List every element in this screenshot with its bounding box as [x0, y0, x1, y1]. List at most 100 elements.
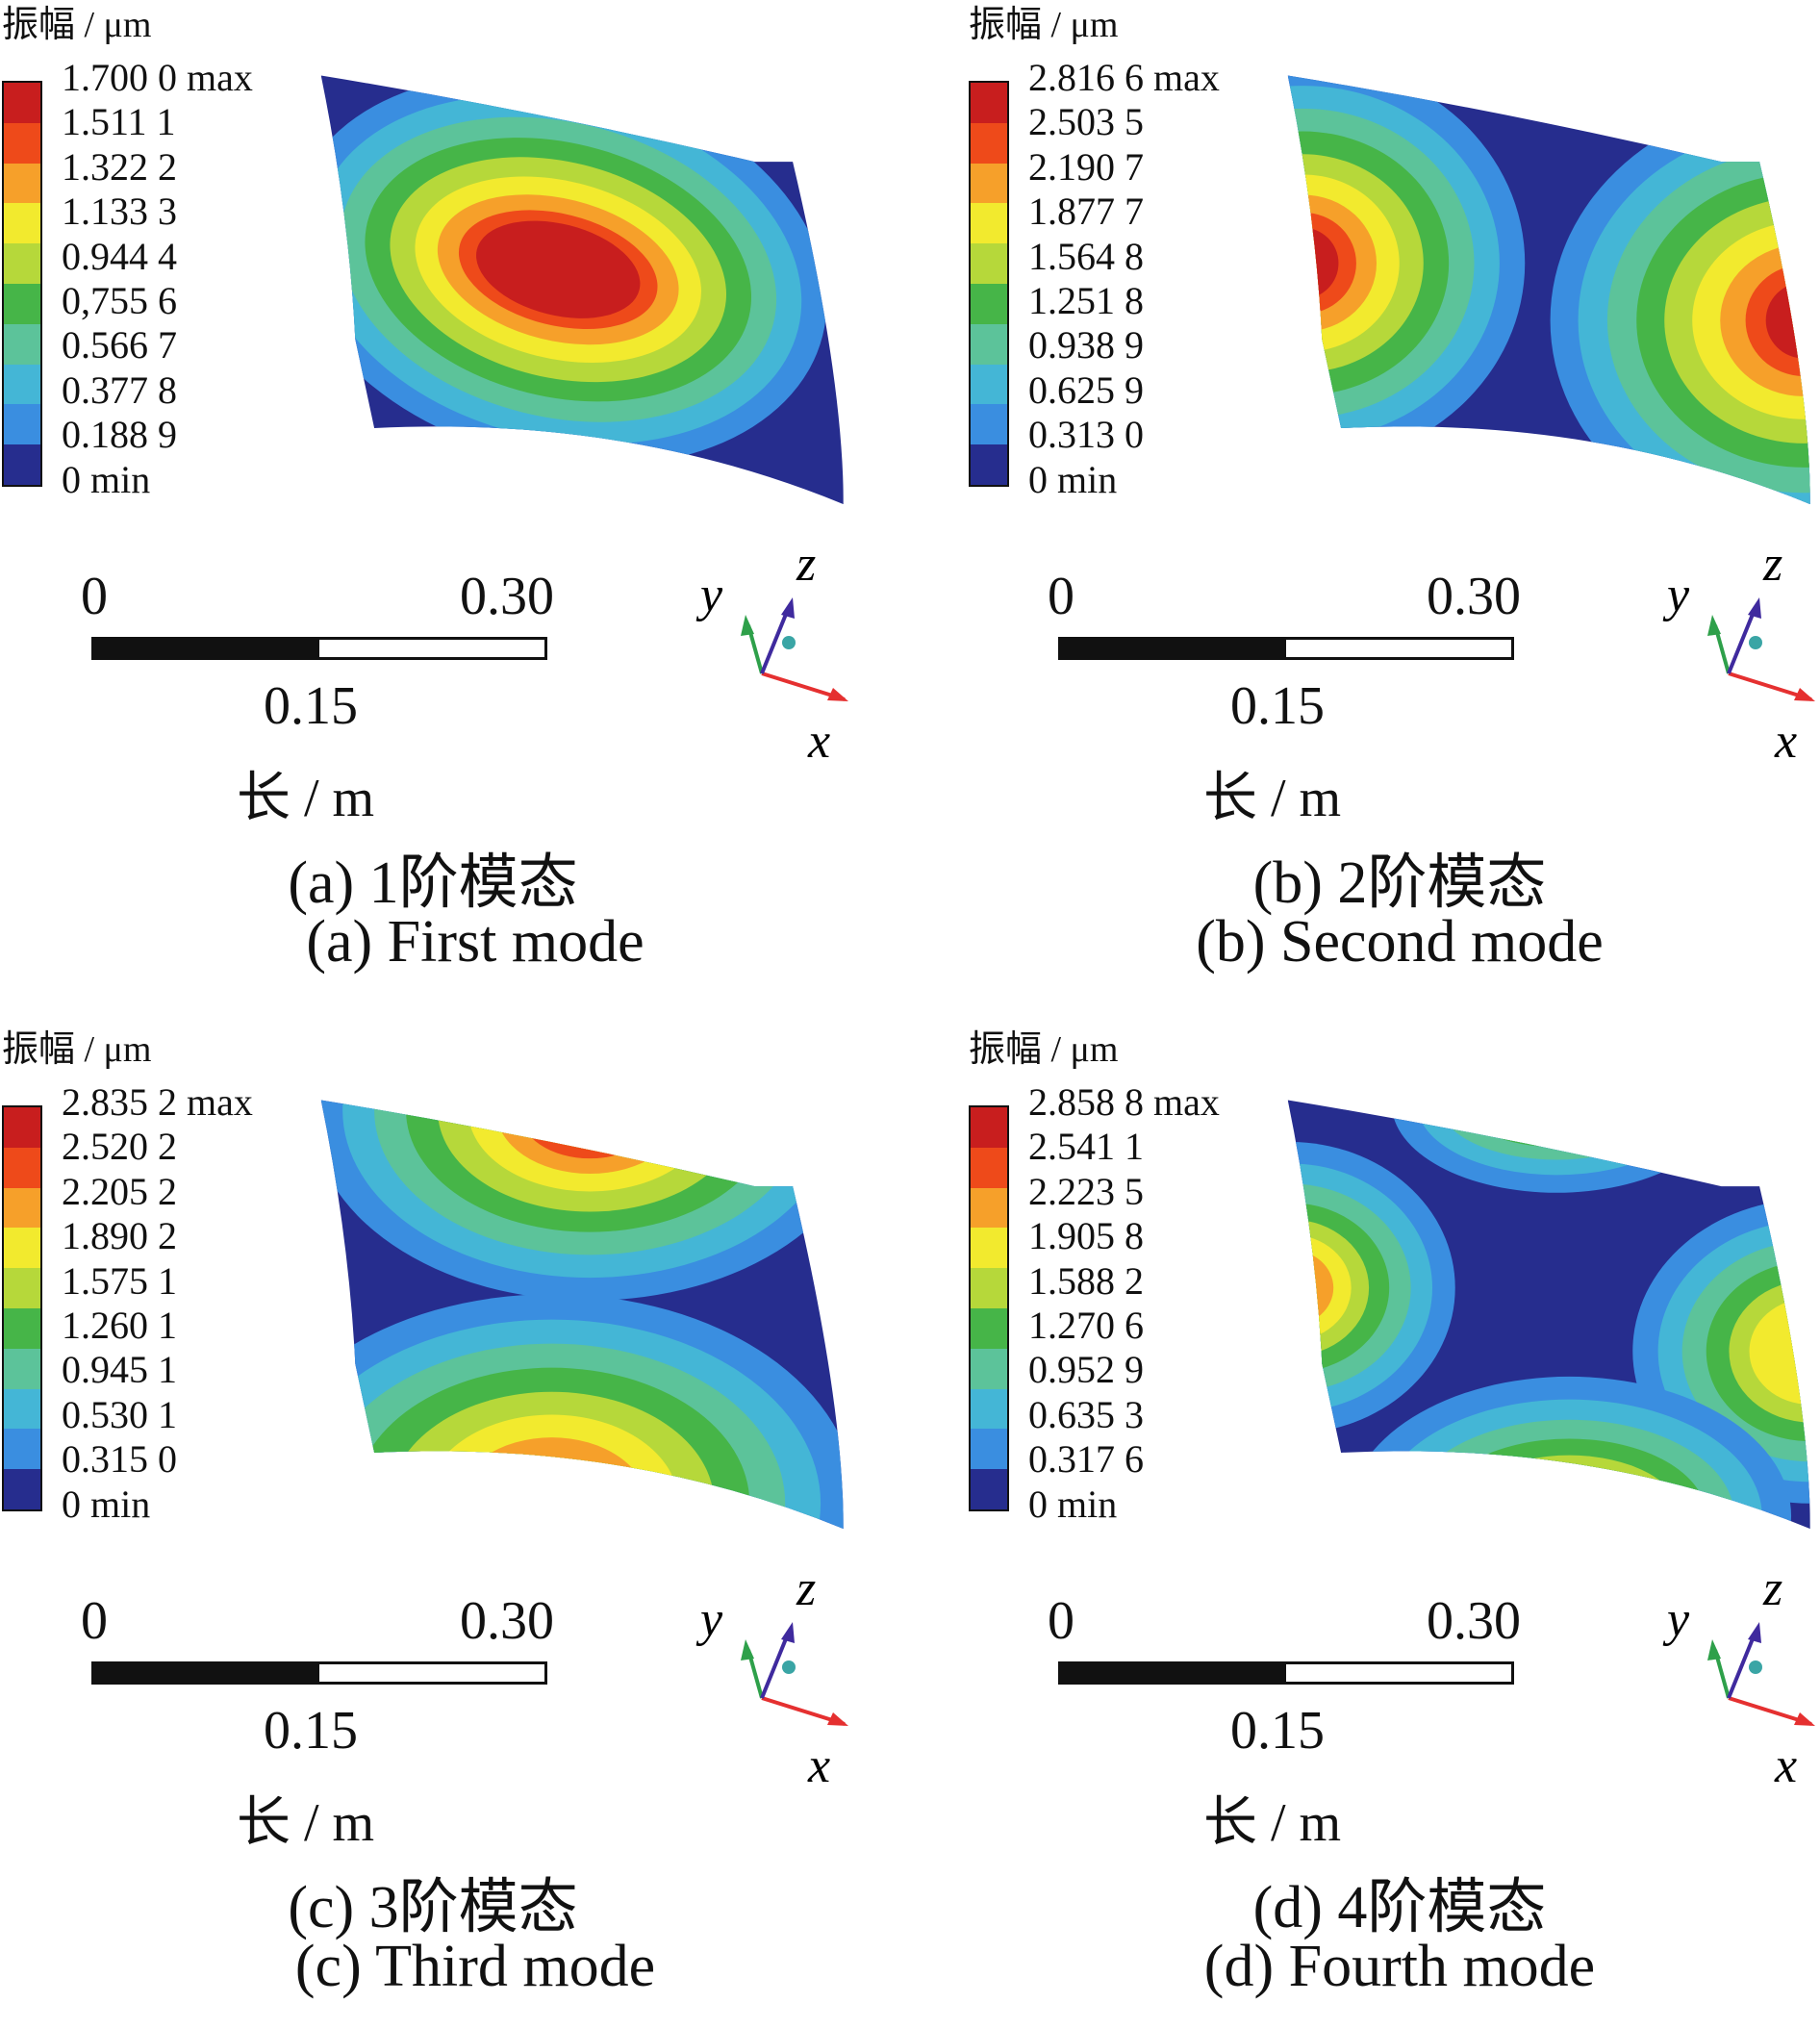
- mode-shape-plot: [298, 1073, 856, 1554]
- legend-value: 1.890 2: [62, 1214, 177, 1258]
- scale-end: 0.30: [1427, 567, 1521, 626]
- top-band-4: [1462, 1100, 1651, 1148]
- colorbar-band: [971, 163, 1007, 204]
- colorbar-band: [971, 1228, 1007, 1269]
- legend-value: 0.938 9: [1028, 323, 1144, 368]
- legend-value: 2.223 5: [1028, 1169, 1144, 1213]
- legend-value: 2.858 8 max: [1028, 1080, 1220, 1124]
- legend-value: 2.816 6 max: [1028, 56, 1220, 99]
- mode-shape-contours: [1287, 1100, 1810, 1530]
- legend-value: 1.322 2: [62, 144, 177, 189]
- legend-value: 0.945 1: [62, 1348, 177, 1392]
- legend-value: 0.317 6: [1028, 1437, 1144, 1482]
- scale-end: 0.30: [460, 567, 554, 626]
- colorbar-band: [971, 243, 1007, 284]
- colorbar-ticks: 2.816 6 max 2.503 5 2.190 7 1.877 7 1.56…: [1028, 56, 1220, 502]
- colorbar-band: [971, 1348, 1007, 1389]
- origin-dot: [782, 636, 796, 649]
- legend-value: 0.566 7: [62, 323, 177, 368]
- colorbar-band: [4, 203, 40, 244]
- legend-value: 2.503 5: [1028, 100, 1144, 144]
- colorbar-band: [971, 83, 1007, 123]
- scale-bar: [1058, 637, 1514, 660]
- right-band-6: [1749, 1298, 1810, 1405]
- axis-y-label: y: [695, 568, 723, 622]
- colorbar-ticks: 1.700 0 max 1.511 1 1.322 2 1.133 3 0.94…: [62, 56, 253, 502]
- colorbar-band: [4, 1429, 40, 1470]
- colorbar-band: [4, 83, 40, 123]
- colorbar-band: [971, 1147, 1007, 1188]
- axis-y-label: y: [1662, 1592, 1690, 1647]
- bottom-band-7: [1501, 1481, 1638, 1530]
- top-band-9: [539, 1100, 641, 1145]
- colorbar-unit-label: 振幅 / μm: [969, 5, 1119, 45]
- colorbar-band: [4, 1268, 40, 1308]
- axis-z-label: z: [1762, 537, 1782, 592]
- mode-shape-contours: [320, 1100, 844, 1530]
- scale-end: 0.30: [460, 1591, 554, 1651]
- colorbar-ticks: 2.858 8 max 2.541 1 2.223 5 1.905 8 1.58…: [1028, 1080, 1220, 1527]
- legend-value: 2.541 1: [1028, 1125, 1144, 1169]
- colorbar: [2, 81, 42, 487]
- caption-cn: (b) 2阶模态: [1252, 850, 1547, 916]
- axis-y-label: y: [695, 1592, 723, 1647]
- scale-zero: 0: [81, 567, 108, 626]
- colorbar-band: [971, 323, 1007, 365]
- colorbar-band: [4, 243, 40, 284]
- legend-value: 0.635 3: [1028, 1392, 1144, 1436]
- mode-shape-plot: [298, 48, 856, 529]
- colorbar-band: [971, 1429, 1007, 1470]
- caption-en: (a) First mode: [306, 909, 645, 975]
- z-axis-arrow: [760, 606, 791, 674]
- bottom-band-8: [486, 1458, 619, 1530]
- z-axis-arrow: [1727, 606, 1757, 674]
- legend-value: 0 min: [1028, 1482, 1118, 1526]
- scale-axis-label: 长 / m: [1203, 769, 1342, 828]
- colorbar-band: [971, 404, 1007, 445]
- colorbar-band: [971, 122, 1007, 164]
- scale-zero: 0: [81, 1591, 108, 1651]
- axis-x-label: x: [1774, 714, 1797, 769]
- origin-dot: [1749, 1660, 1762, 1674]
- mode-shape-contours: [320, 75, 844, 505]
- scale-mid: 0.15: [264, 1701, 358, 1761]
- origin-dot: [1749, 636, 1762, 649]
- colorbar-band: [971, 1307, 1007, 1349]
- colorbar-band: [4, 1107, 40, 1148]
- legend-value: 1.251 8: [1028, 278, 1144, 322]
- colorbar-band: [971, 364, 1007, 405]
- colorbar-band: [971, 1388, 1007, 1430]
- legend-value: 0.377 8: [62, 368, 177, 412]
- scale-bar: [1058, 1661, 1514, 1685]
- legend-value: 0.188 9: [62, 413, 177, 457]
- mode-shape-plot: [1265, 1073, 1820, 1554]
- legend-value: 1.270 6: [1028, 1303, 1144, 1347]
- coordinate-triad: y z x: [1659, 537, 1820, 769]
- scale-bar: [91, 1661, 547, 1685]
- scale-end: 0.30: [1427, 1591, 1521, 1651]
- colorbar-band: [4, 1388, 40, 1430]
- colorbar-band: [971, 203, 1007, 244]
- colorbar-band: [4, 122, 40, 164]
- scale-axis-label: 长 / m: [237, 1793, 375, 1853]
- coordinate-triad: y z x: [693, 537, 856, 769]
- colorbar-band: [4, 1187, 40, 1229]
- scale-bar: [91, 637, 547, 660]
- caption-en: (b) Second mode: [1196, 909, 1604, 975]
- scale-axis-label: 长 / m: [237, 769, 375, 828]
- panel-second-mode: 振幅 / μm 2.816 6 max 2.503 5 2.190 7 1.87…: [967, 0, 1820, 1003]
- colorbar-band: [4, 323, 40, 365]
- axis-y-label: y: [1662, 568, 1690, 622]
- axis-x-label: x: [1774, 1738, 1797, 1793]
- scale-zero: 0: [1048, 1591, 1074, 1651]
- legend-value: 0.952 9: [1028, 1348, 1144, 1392]
- colorbar-band: [971, 283, 1007, 324]
- legend-value: 0.530 1: [62, 1392, 177, 1436]
- colorbar-unit-label: 振幅 / μm: [2, 1029, 152, 1070]
- legend-value: 1.700 0 max: [62, 56, 253, 99]
- top-band-5: [1485, 1100, 1628, 1136]
- legend-value: 0 min: [62, 1482, 151, 1526]
- z-axis-arrow: [1727, 1631, 1757, 1699]
- axis-z-label: z: [796, 1561, 816, 1616]
- colorbar-band: [4, 283, 40, 324]
